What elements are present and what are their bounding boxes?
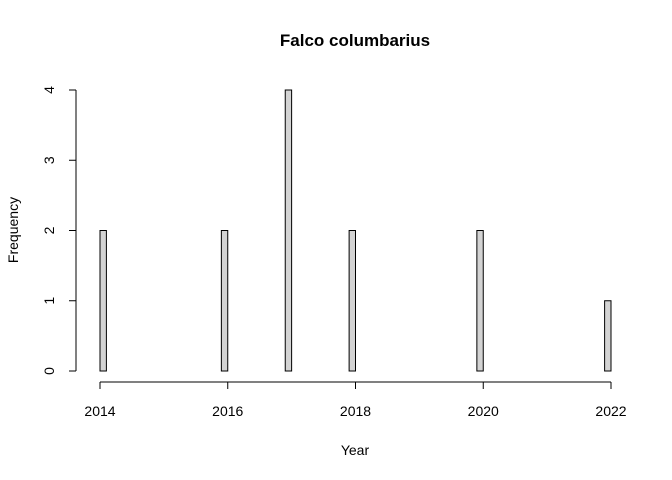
x-tick-label: 2018 — [340, 403, 371, 419]
x-axis-ticks: 2014 2016 2018 2020 2022 — [84, 382, 627, 419]
histogram-bar — [99, 230, 107, 372]
histogram-bar — [284, 89, 293, 372]
bars — [99, 89, 612, 372]
x-tick-label: 2016 — [212, 403, 243, 419]
histogram-bar — [604, 300, 612, 372]
x-axis-label: Year — [341, 442, 370, 458]
chart-title: Falco columbarius — [280, 31, 430, 50]
x-tick-label: 2014 — [84, 403, 115, 419]
y-tick-label: 1 — [41, 297, 57, 305]
y-tick-label: 3 — [41, 156, 57, 164]
y-tick-label: 4 — [41, 86, 57, 94]
histogram-bar — [348, 230, 356, 372]
y-axis-ticks: 0 1 2 3 4 — [41, 86, 76, 375]
x-tick-label: 2020 — [468, 403, 499, 419]
histogram-bar — [476, 230, 484, 372]
y-axis-label: Frequency — [5, 197, 21, 263]
histogram-bar — [220, 230, 229, 372]
x-tick-label: 2022 — [595, 403, 626, 419]
y-tick-label: 0 — [41, 367, 57, 375]
y-tick-label: 2 — [41, 226, 57, 234]
